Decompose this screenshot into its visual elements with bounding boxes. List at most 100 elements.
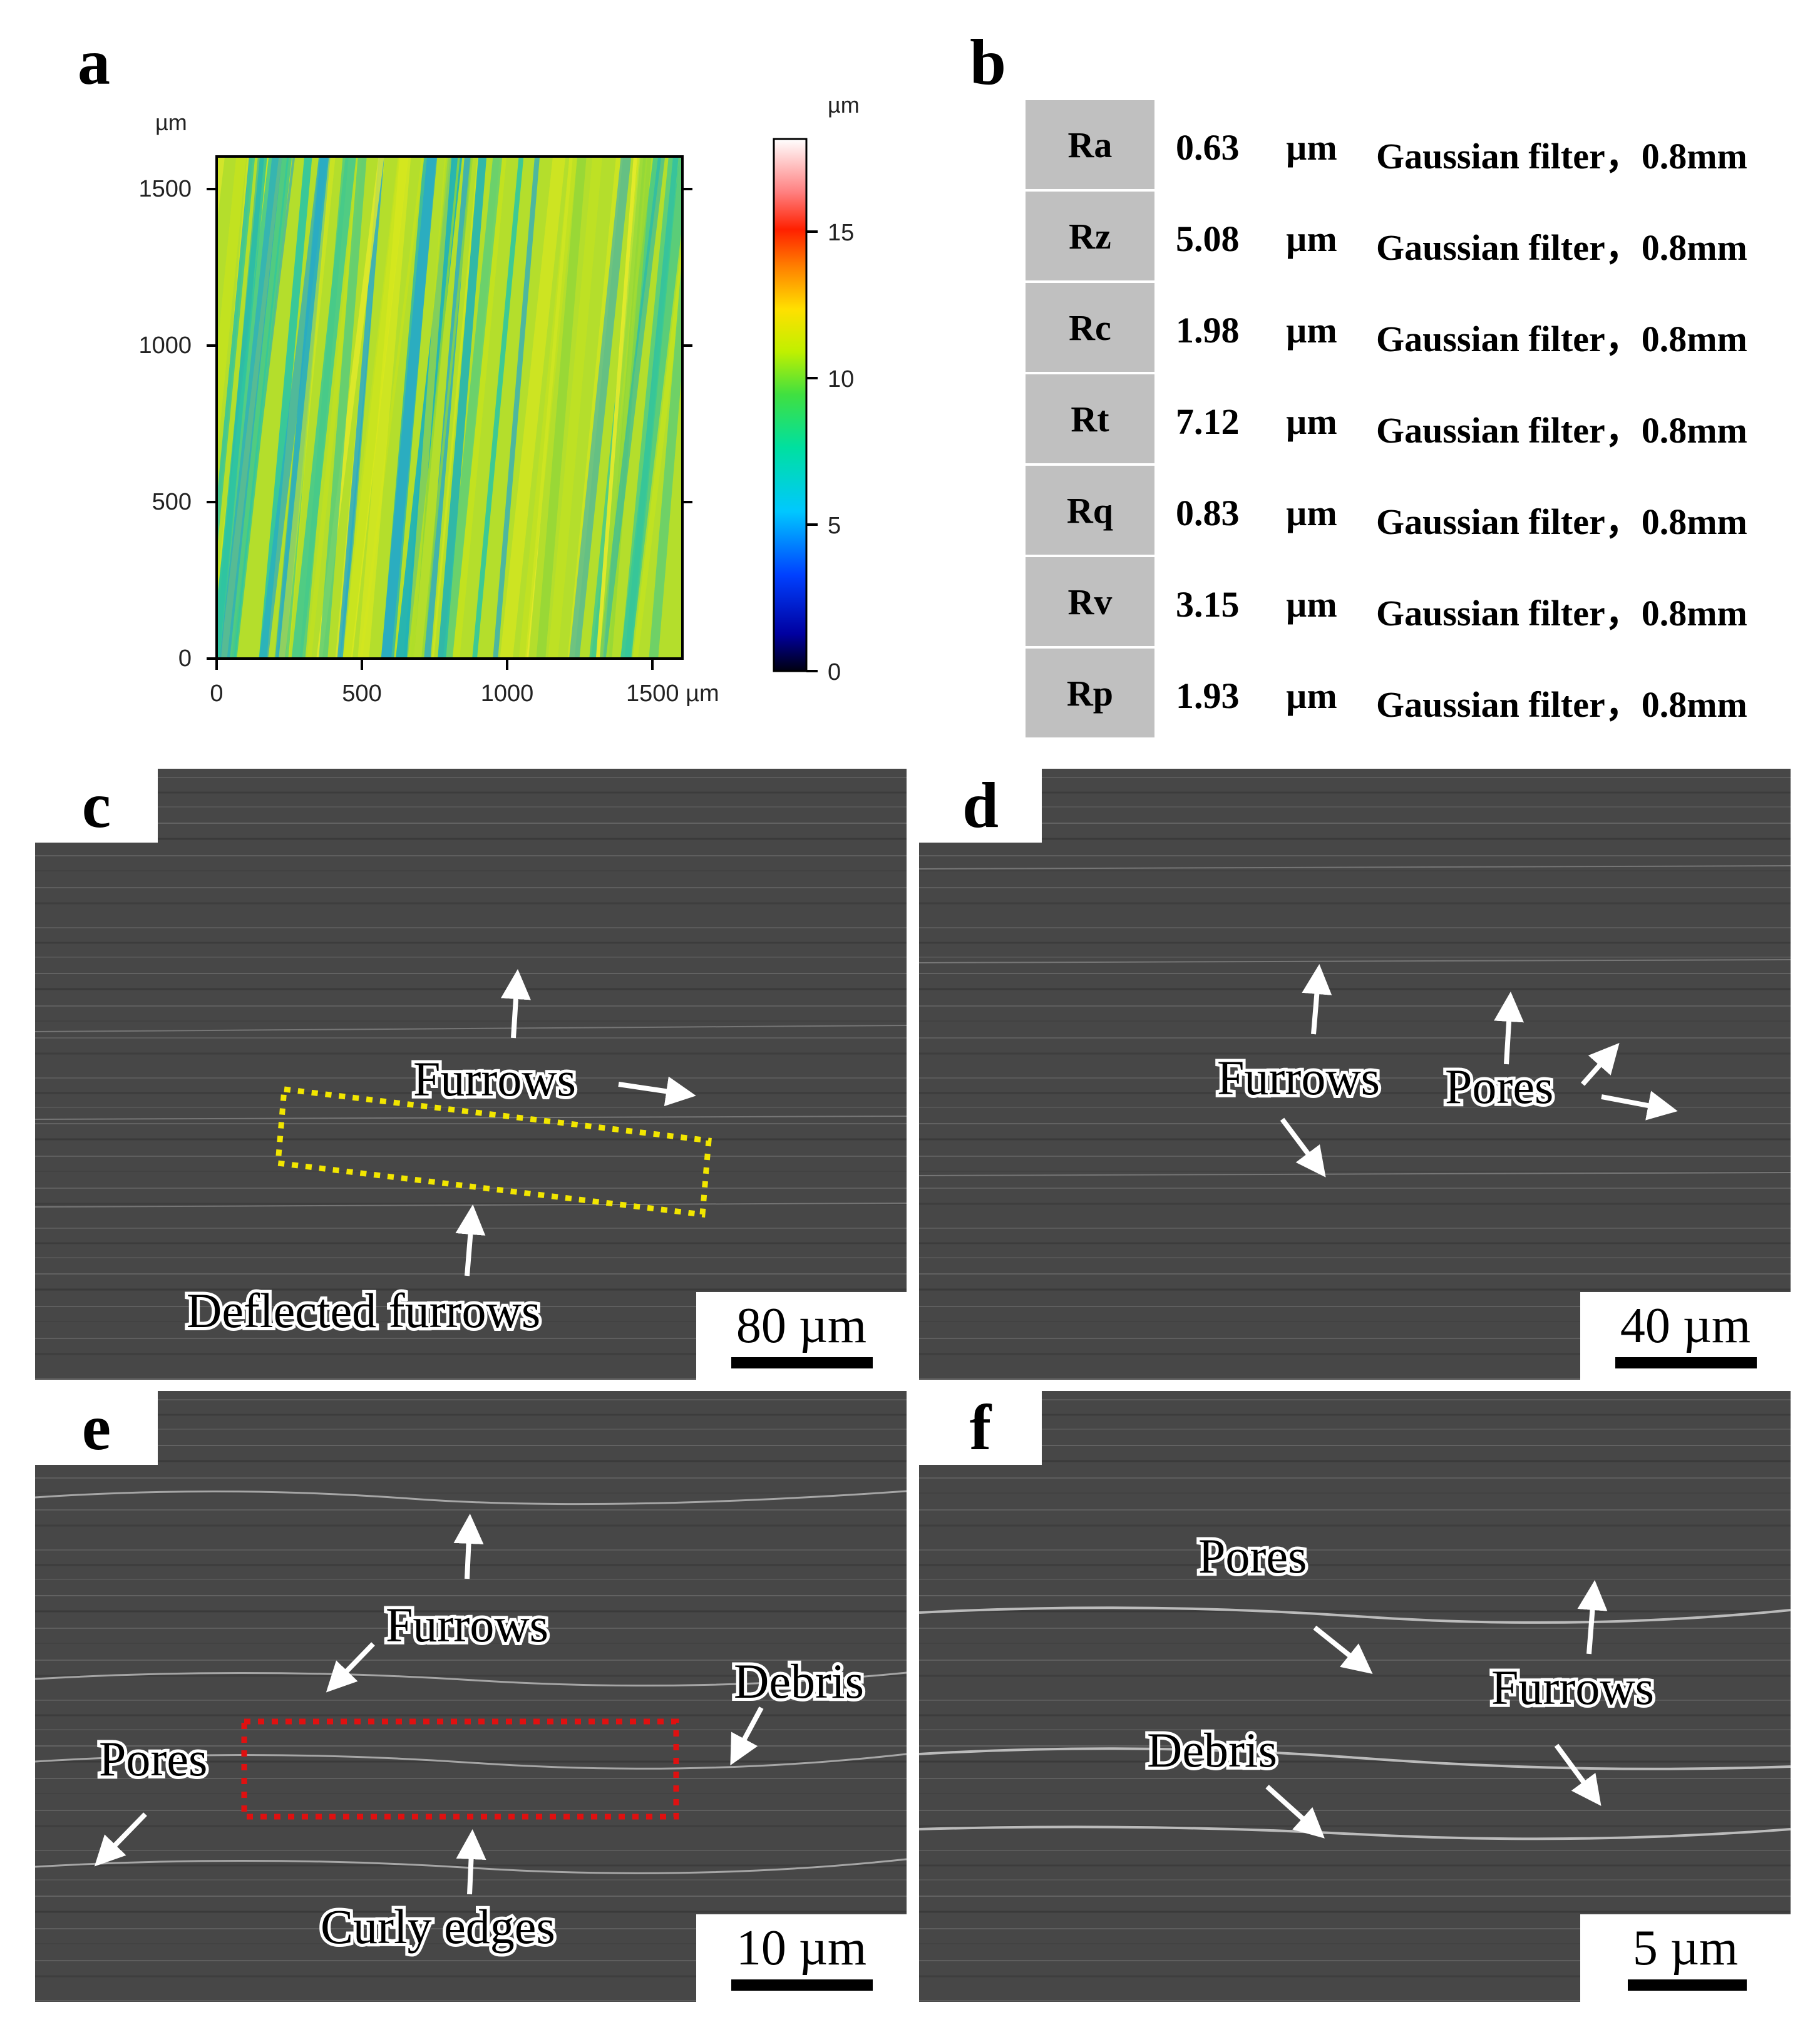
arrow — [1494, 992, 1524, 1065]
panel-letter-d: d — [919, 769, 1042, 843]
panel-letter-c: c — [35, 769, 158, 843]
param-cell: Rt — [1026, 374, 1154, 466]
arrow — [453, 1514, 484, 1579]
panel-c: Furrows Deflected furrows c 80 µm — [35, 769, 907, 1380]
height-stripe — [630, 223, 682, 659]
panel-letter-b: b — [970, 26, 1006, 98]
panel-letter-e: e — [35, 1391, 158, 1465]
label-debris: Debris — [734, 1654, 864, 1708]
scale-bar-f: 5 µm — [1580, 1914, 1791, 2002]
filter-cell: Gaussian filter，0.8mm — [1376, 501, 1747, 542]
colorbar-tick-5: 5 — [828, 513, 841, 539]
y-tick-1000: 1000 — [138, 332, 192, 359]
table-row: Rc 1.98 µm Gaussian filter，0.8mm — [1026, 283, 1789, 374]
height-stripe — [620, 157, 680, 659]
height-stripe — [319, 157, 367, 659]
height-stripe — [217, 157, 255, 555]
label-furrows: Furrows — [1217, 1050, 1380, 1105]
filter-cell: Gaussian filter，0.8mm — [1376, 227, 1747, 268]
value-cell: 1.93 — [1176, 675, 1240, 716]
value-cell: 3.15 — [1176, 584, 1240, 625]
scale-label: 40 µm — [1620, 1298, 1751, 1353]
profilometry-map: µm 0 500 1000 1500 0 500 1000 1500 µm — [138, 92, 859, 707]
value-cell: 0.63 — [1176, 127, 1240, 168]
unit-cell: µm — [1286, 310, 1337, 351]
table-row: Rp 1.93 µm Gaussian filter，0.8mm — [1026, 649, 1789, 740]
height-stripe — [279, 157, 336, 659]
height-stripe — [472, 157, 524, 659]
height-stripe — [649, 252, 682, 659]
colorbar-tick-0: 0 — [828, 659, 841, 685]
height-stripe — [337, 157, 384, 659]
table-row: Rq 0.83 µm Gaussian filter，0.8mm — [1026, 466, 1789, 557]
param-cell: Rc — [1026, 283, 1154, 374]
filter-cell: Gaussian filter，0.8mm — [1376, 319, 1747, 359]
filter-cell: Gaussian filter，0.8mm — [1376, 684, 1747, 725]
curly-edges-box — [241, 1718, 679, 1820]
unit-cell: µm — [1286, 675, 1337, 716]
height-stripe — [299, 157, 349, 659]
height-stripe — [453, 157, 507, 659]
height-stripe — [568, 157, 632, 659]
label-curly-edges: Curly edges — [321, 1899, 555, 1954]
panel-a: a µm 0 500 1000 1500 0 500 1000 — [25, 19, 902, 751]
arrow — [1265, 1785, 1325, 1839]
height-stripe — [259, 157, 328, 659]
arrow — [1280, 1117, 1326, 1178]
table-row: Rz 5.08 µm Gaussian filter，0.8mm — [1026, 192, 1789, 283]
arrow — [618, 1076, 696, 1107]
table-row: Rv 3.15 µm Gaussian filter，0.8mm — [1026, 557, 1789, 649]
arrow — [1313, 1625, 1373, 1674]
deflected-furrows-box — [275, 1085, 712, 1218]
unit-cell: µm — [1286, 493, 1337, 533]
scale-bar-e: 10 µm — [696, 1914, 907, 2002]
height-stripe — [443, 157, 503, 659]
label-pores: Pores — [1445, 1059, 1553, 1114]
unit-cell: µm — [1286, 584, 1337, 625]
height-stripe — [421, 157, 473, 659]
value-cell: 1.98 — [1176, 310, 1240, 351]
height-stripe — [500, 157, 566, 659]
scale-bar-d: 40 µm — [1580, 1292, 1791, 1380]
scale-bar-c: 80 µm — [696, 1292, 907, 1380]
height-stripe — [158, 157, 216, 659]
height-stripe — [381, 157, 438, 659]
height-stripe — [536, 157, 587, 659]
height-stripe — [548, 157, 603, 659]
scale-label: 10 µm — [736, 1921, 867, 1976]
sem-image-c: Furrows Deflected furrows — [35, 769, 907, 1380]
height-stripe — [259, 157, 312, 659]
panel-e: Furrows Debris Pores Curly edges e 10 µm — [35, 1391, 907, 2002]
param-cell: Rv — [1026, 557, 1154, 649]
scale-label: 80 µm — [736, 1298, 867, 1353]
sem-image-e: Furrows Debris Pores Curly edges — [35, 1391, 907, 2002]
label-debris: Debris — [1147, 1723, 1277, 1777]
label-furrows: Furrows — [1491, 1660, 1654, 1715]
param-cell: Rq — [1026, 466, 1154, 557]
panel-letter-f: f — [919, 1391, 1042, 1465]
arrow — [456, 1829, 486, 1895]
panel-letter-a: a — [78, 26, 110, 98]
height-stripe — [406, 157, 452, 659]
height-stripe — [493, 157, 540, 659]
arrow — [455, 1204, 486, 1276]
panel-b: b Ra 0.63 µm Gaussian filter，0.8mm Rz 5.… — [919, 19, 1796, 751]
value-cell: 5.08 — [1176, 218, 1240, 259]
colorbar-tick-10: 10 — [828, 366, 854, 393]
label-furrows: Furrows — [386, 1598, 548, 1652]
filter-cell: Gaussian filter，0.8mm — [1376, 410, 1747, 451]
arrow — [326, 1642, 375, 1693]
unit-cell: µm — [1286, 218, 1337, 259]
filter-cell: Gaussian filter，0.8mm — [1376, 593, 1747, 634]
colorbar-tick-15: 15 — [828, 220, 854, 246]
height-stripe — [217, 157, 225, 227]
height-stripe — [599, 157, 666, 659]
height-stripe — [227, 157, 292, 659]
scale-line — [731, 1979, 873, 1991]
plot-frame — [215, 155, 684, 660]
scale-line — [1628, 1979, 1747, 1991]
arrow — [1302, 964, 1332, 1035]
roughness-table: Ra 0.63 µm Gaussian filter，0.8mm Rz 5.08… — [1026, 100, 1789, 745]
y-tick-1500: 1500 — [138, 176, 192, 202]
sem-image-d: Furrows Pores — [919, 769, 1791, 1380]
